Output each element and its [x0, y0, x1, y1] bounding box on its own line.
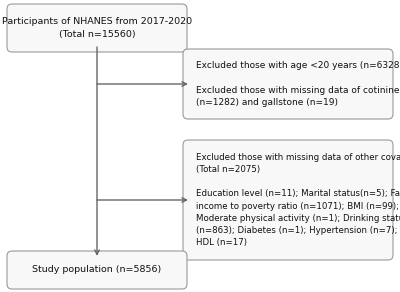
FancyBboxPatch shape	[183, 49, 393, 119]
FancyBboxPatch shape	[7, 251, 187, 289]
Text: Participants of NHANES from 2017-2020
(Total n=15560): Participants of NHANES from 2017-2020 (T…	[2, 17, 192, 39]
Text: Excluded those with missing data of other covariates
(Total n=2075)

Education l: Excluded those with missing data of othe…	[196, 153, 400, 247]
FancyBboxPatch shape	[183, 140, 393, 260]
Text: Excluded those with age <20 years (n=6328)

Excluded those with missing data of : Excluded those with age <20 years (n=632…	[196, 61, 400, 107]
FancyBboxPatch shape	[7, 4, 187, 52]
Text: Study population (n=5856): Study population (n=5856)	[32, 265, 162, 274]
